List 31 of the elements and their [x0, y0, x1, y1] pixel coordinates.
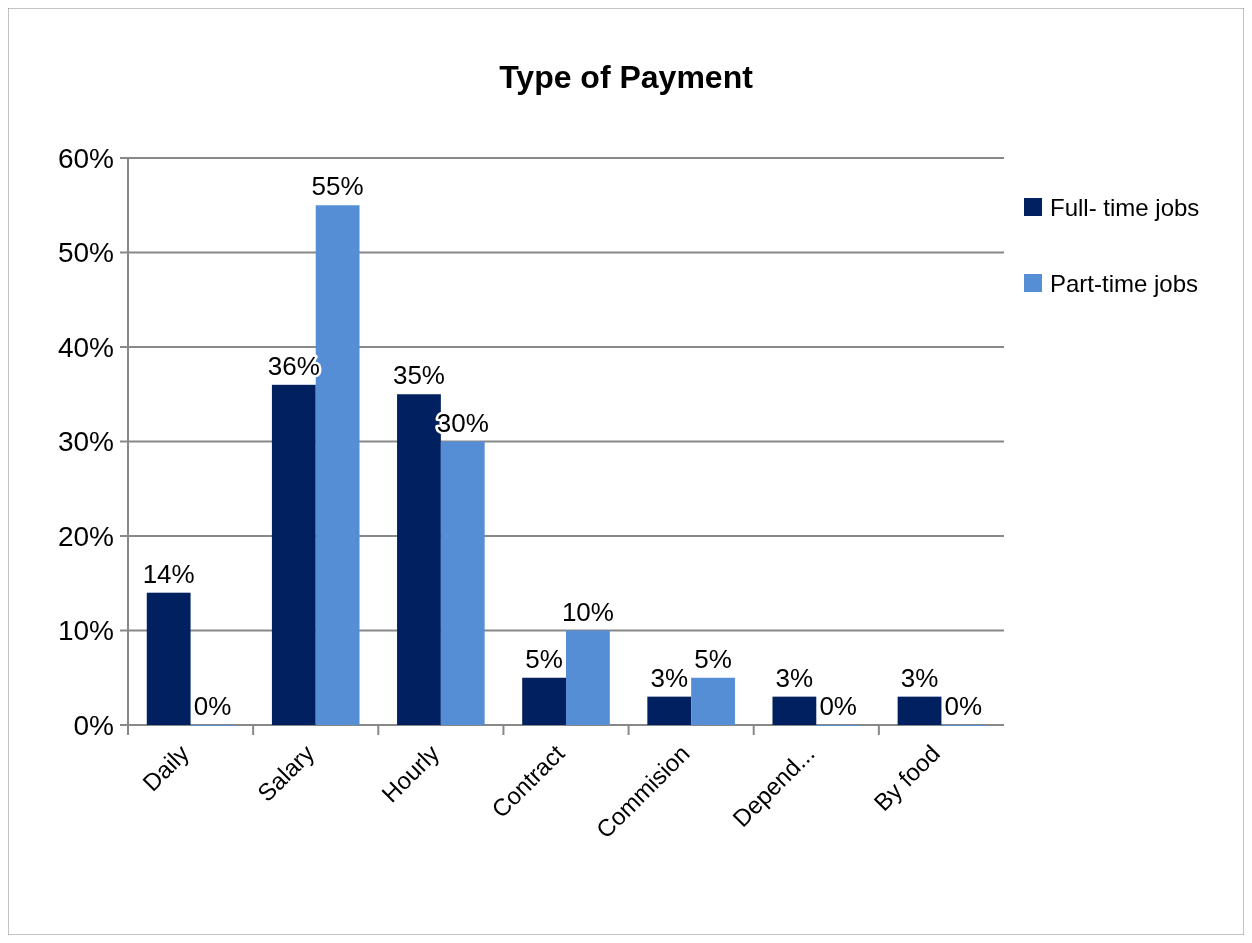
data-label: 3%: [650, 662, 689, 693]
bar: [566, 630, 610, 725]
y-tick-label: 60%: [57, 142, 114, 174]
data-label: 5%: [525, 643, 563, 674]
data-label: 3%: [900, 662, 939, 693]
bar: [146, 592, 191, 725]
data-label: 0%: [944, 691, 983, 721]
y-tick-label: 0%: [73, 709, 114, 741]
bar: [647, 696, 692, 725]
data-label: 14%: [142, 558, 195, 589]
data-label: 3%: [775, 662, 814, 693]
y-tick-label: 20%: [57, 520, 114, 552]
bar: [772, 696, 817, 725]
bar: [522, 677, 566, 725]
bar: [440, 441, 485, 725]
bar: [691, 677, 735, 725]
y-tick-label: 10%: [57, 615, 114, 647]
legend-label: Full- time jobs: [1050, 194, 1200, 222]
data-label: 5%: [694, 643, 732, 674]
y-tick-label: 50%: [57, 237, 114, 269]
y-tick-label: 40%: [57, 331, 114, 363]
legend-label: Part-time jobs: [1050, 270, 1199, 298]
data-label: 0%: [819, 691, 857, 721]
y-tick-label: 30%: [57, 426, 114, 458]
bar: [271, 384, 316, 725]
chart-title: Type of Payment: [499, 59, 754, 95]
data-label: 10%: [561, 596, 614, 627]
data-label: 0%: [193, 691, 232, 721]
data-label: 35%: [392, 360, 445, 391]
data-label: 55%: [311, 171, 364, 202]
bar: [897, 696, 942, 725]
